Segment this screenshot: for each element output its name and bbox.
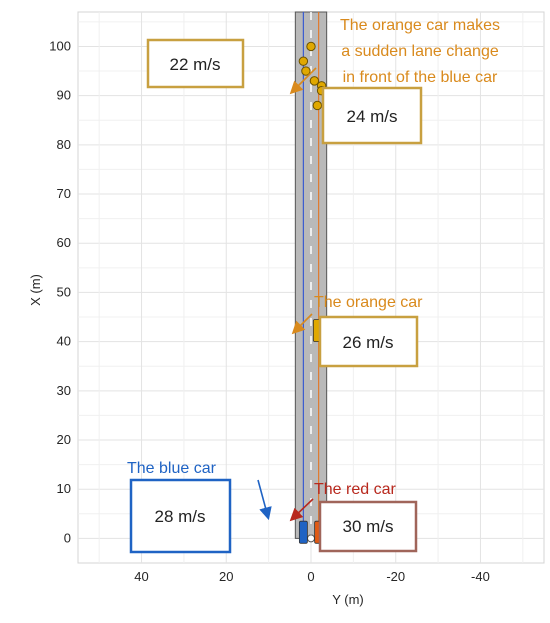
red-car-arrow [289, 498, 314, 522]
x-tick-label: -40 [471, 569, 490, 584]
x-tick-label: 0 [307, 569, 314, 584]
blue-car [298, 520, 308, 544]
trajectory-point [301, 66, 311, 76]
lane-change-annotation-line-3: in front of the blue car [343, 69, 498, 86]
blue-car-annotation: The blue car [127, 460, 217, 477]
speed-box-red [318, 500, 418, 553]
speed-top-left: 22 m/s [169, 55, 220, 74]
red-car-annotation: The red car [314, 481, 396, 498]
y-axis-ticks: 0 10 20 30 40 50 60 70 80 90 100 [49, 38, 71, 545]
lane-change-annotation-line-1: The orange car makes [340, 17, 500, 34]
y-tick-label: 90 [57, 88, 71, 103]
road [294, 11, 328, 543]
trajectory-point [309, 76, 320, 86]
speed-box-orange [318, 315, 419, 368]
orange-car-arrow [291, 313, 313, 335]
x-tick-label: 40 [134, 569, 148, 584]
lane-change-arrow [289, 67, 317, 95]
x-axis-ticks: 40 20 0 -20 -40 [134, 569, 490, 584]
y-tick-label: 70 [57, 186, 71, 201]
y-tick-label: 80 [57, 137, 71, 152]
y-tick-label: 40 [57, 334, 71, 349]
speed-box-blue [129, 478, 232, 554]
speed-box-lane-change [321, 86, 423, 145]
y-tick-label: 20 [57, 432, 71, 447]
lane-change-annotation-line-2: a sudden lane change [341, 43, 499, 60]
speed-box-top-left [146, 38, 245, 89]
speed-orange: 26 m/s [342, 333, 393, 352]
x-axis-label: Y (m) [332, 592, 364, 607]
y-tick-label: 100 [49, 38, 71, 53]
trajectory-point [298, 56, 309, 66]
speed-red: 30 m/s [342, 517, 393, 536]
speed-blue: 28 m/s [154, 507, 205, 526]
y-tick-label: 30 [57, 383, 71, 398]
y-tick-label: 50 [57, 284, 71, 299]
y-tick-label: 10 [57, 481, 71, 496]
x-tick-label: -20 [386, 569, 405, 584]
blue-car-arrow [257, 479, 272, 521]
y-tick-label: 0 [64, 530, 71, 545]
y-tick-label: 60 [57, 235, 71, 250]
trajectory-point [312, 100, 323, 111]
trajectory-point [306, 41, 316, 52]
x-tick-label: 20 [219, 569, 233, 584]
y-axis-label: X (m) [28, 274, 43, 306]
origin-marker [307, 534, 315, 543]
speed-lane-change: 24 m/s [346, 107, 397, 126]
orange-car-annotation: The orange car [314, 294, 423, 311]
